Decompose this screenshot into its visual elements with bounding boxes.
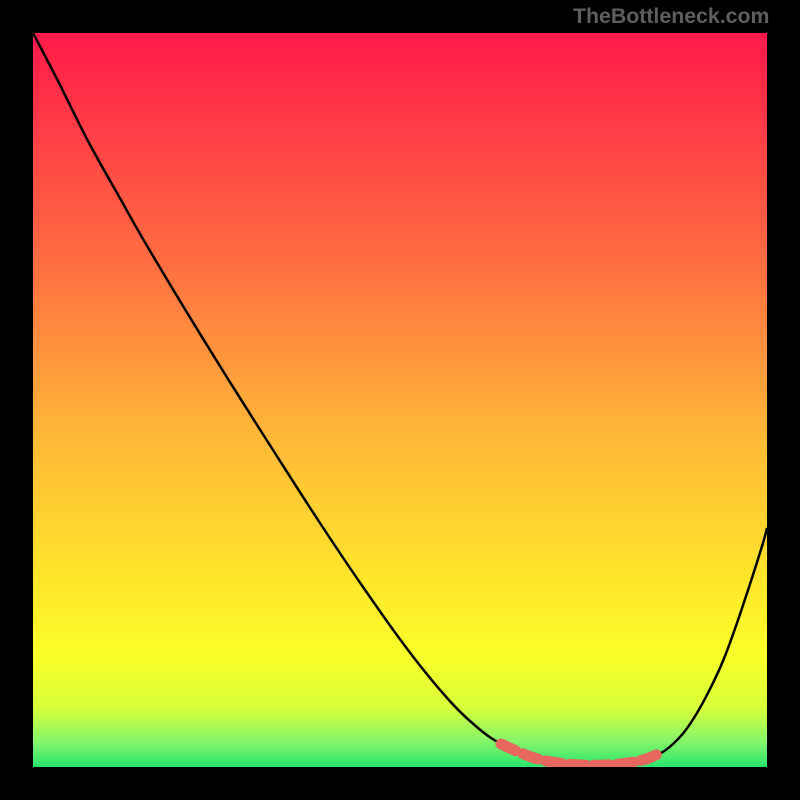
highlight-curve-line	[501, 744, 658, 765]
chart-stage: TheBottleneck.com	[0, 0, 800, 800]
chart-plot-area	[33, 33, 767, 767]
main-curve-line	[33, 33, 767, 765]
watermark-label: TheBottleneck.com	[573, 4, 769, 29]
chart-curve-layer	[33, 33, 767, 767]
